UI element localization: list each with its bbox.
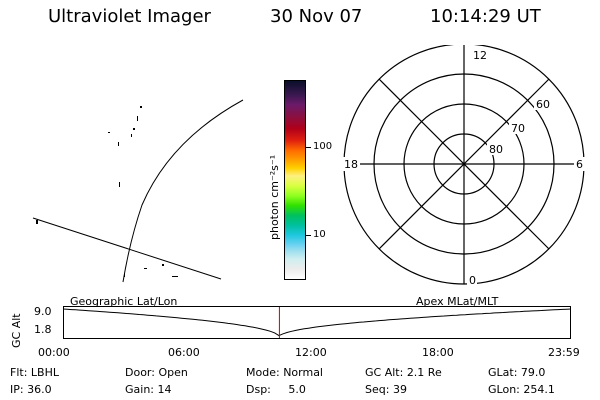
coast-speck xyxy=(172,276,178,277)
status-ip: IP: 36.0 xyxy=(10,383,52,396)
time-tick-0000: 00:00 xyxy=(38,346,70,359)
time-tick-1800: 18:00 xyxy=(422,346,454,359)
timeline-frame xyxy=(63,306,571,339)
coast-speck xyxy=(119,182,120,187)
gain-value: 14 xyxy=(157,383,172,396)
mlt-label-0: 0 xyxy=(469,274,476,287)
coast-speck xyxy=(118,142,119,146)
apex-mlat-mlt-label: Apex MLat/MLT xyxy=(416,295,499,308)
date-label: 30 Nov 07 xyxy=(270,6,363,27)
terminator-arc xyxy=(122,99,244,283)
ip-value: 36.0 xyxy=(27,383,52,396)
gc-alt-value: 2.1 Re xyxy=(406,366,442,379)
gc-alt-curve xyxy=(63,308,571,337)
mode-value: Normal xyxy=(283,366,323,379)
orbit-track-line xyxy=(32,217,222,280)
time-label: 10:14:29 UT xyxy=(430,6,541,27)
polar-mlat-mlt-plot[interactable]: 12 18 6 0 60 70 80 xyxy=(340,45,590,290)
colorbar-tick-mark xyxy=(306,147,311,148)
status-flt: Flt: LBHL xyxy=(10,366,59,379)
mlat-label-60: 60 xyxy=(536,98,550,111)
geographic-image-panel[interactable] xyxy=(20,80,260,290)
coast-speck xyxy=(140,106,142,108)
time-tick-1200: 12:00 xyxy=(295,346,327,359)
gc-alt-tick-high: 9.0 xyxy=(34,305,52,318)
coast-speck xyxy=(124,273,125,277)
status-gain: Gain: 14 xyxy=(125,383,172,396)
colorbar-unit-label: photon cm⁻²s⁻¹ xyxy=(268,154,281,240)
status-seq: Seq: 39 xyxy=(365,383,407,396)
filter-value: LBHL xyxy=(30,366,59,379)
coast-speck xyxy=(162,264,164,266)
mlt-label-18: 18 xyxy=(344,158,358,171)
mlt-label-6: 6 xyxy=(576,158,583,171)
mlat-label-80: 80 xyxy=(489,143,503,156)
status-glat: GLat: 79.0 xyxy=(488,366,546,379)
mlat-label-70: 70 xyxy=(511,122,525,135)
seq-value: 39 xyxy=(392,383,407,396)
status-glon: GLon: 254.1 xyxy=(488,383,555,396)
coast-speck xyxy=(133,128,135,130)
status-gc-alt: GC Alt: 2.1 Re xyxy=(365,366,442,379)
colorbar-tick-10: 10 xyxy=(313,229,326,240)
mlt-label-12: 12 xyxy=(473,49,487,62)
colorbar-tick-mark xyxy=(306,235,311,236)
status-door: Door: Open xyxy=(125,366,188,379)
coast-speck xyxy=(131,134,132,137)
dsp-value: 5.0 xyxy=(288,383,306,396)
status-dsp: Dsp: 5.0 xyxy=(246,383,306,396)
orbit-altitude-timeline[interactable] xyxy=(63,306,571,340)
intensity-colorbar xyxy=(284,80,306,280)
gc-alt-tick-low: 1.8 xyxy=(34,323,52,336)
glon-value: 254.1 xyxy=(523,383,555,396)
door-value: Open xyxy=(158,366,188,379)
instrument-title: Ultraviolet Imager xyxy=(48,6,211,27)
time-tick-0600: 06:00 xyxy=(168,346,200,359)
time-tick-2359: 23:59 xyxy=(548,346,580,359)
gc-alt-axis-label: GC Alt xyxy=(10,313,23,348)
coast-speck xyxy=(108,132,110,133)
geographic-latlon-label: Geographic Lat/Lon xyxy=(70,295,178,308)
colorbar-tick-100: 100 xyxy=(313,141,333,152)
coast-speck xyxy=(137,116,138,121)
coast-speck xyxy=(144,268,147,269)
status-mode: Mode: Normal xyxy=(246,366,323,379)
polar-diagonal xyxy=(378,78,550,250)
coast-speck xyxy=(36,220,38,224)
glat-value: 79.0 xyxy=(520,366,546,379)
